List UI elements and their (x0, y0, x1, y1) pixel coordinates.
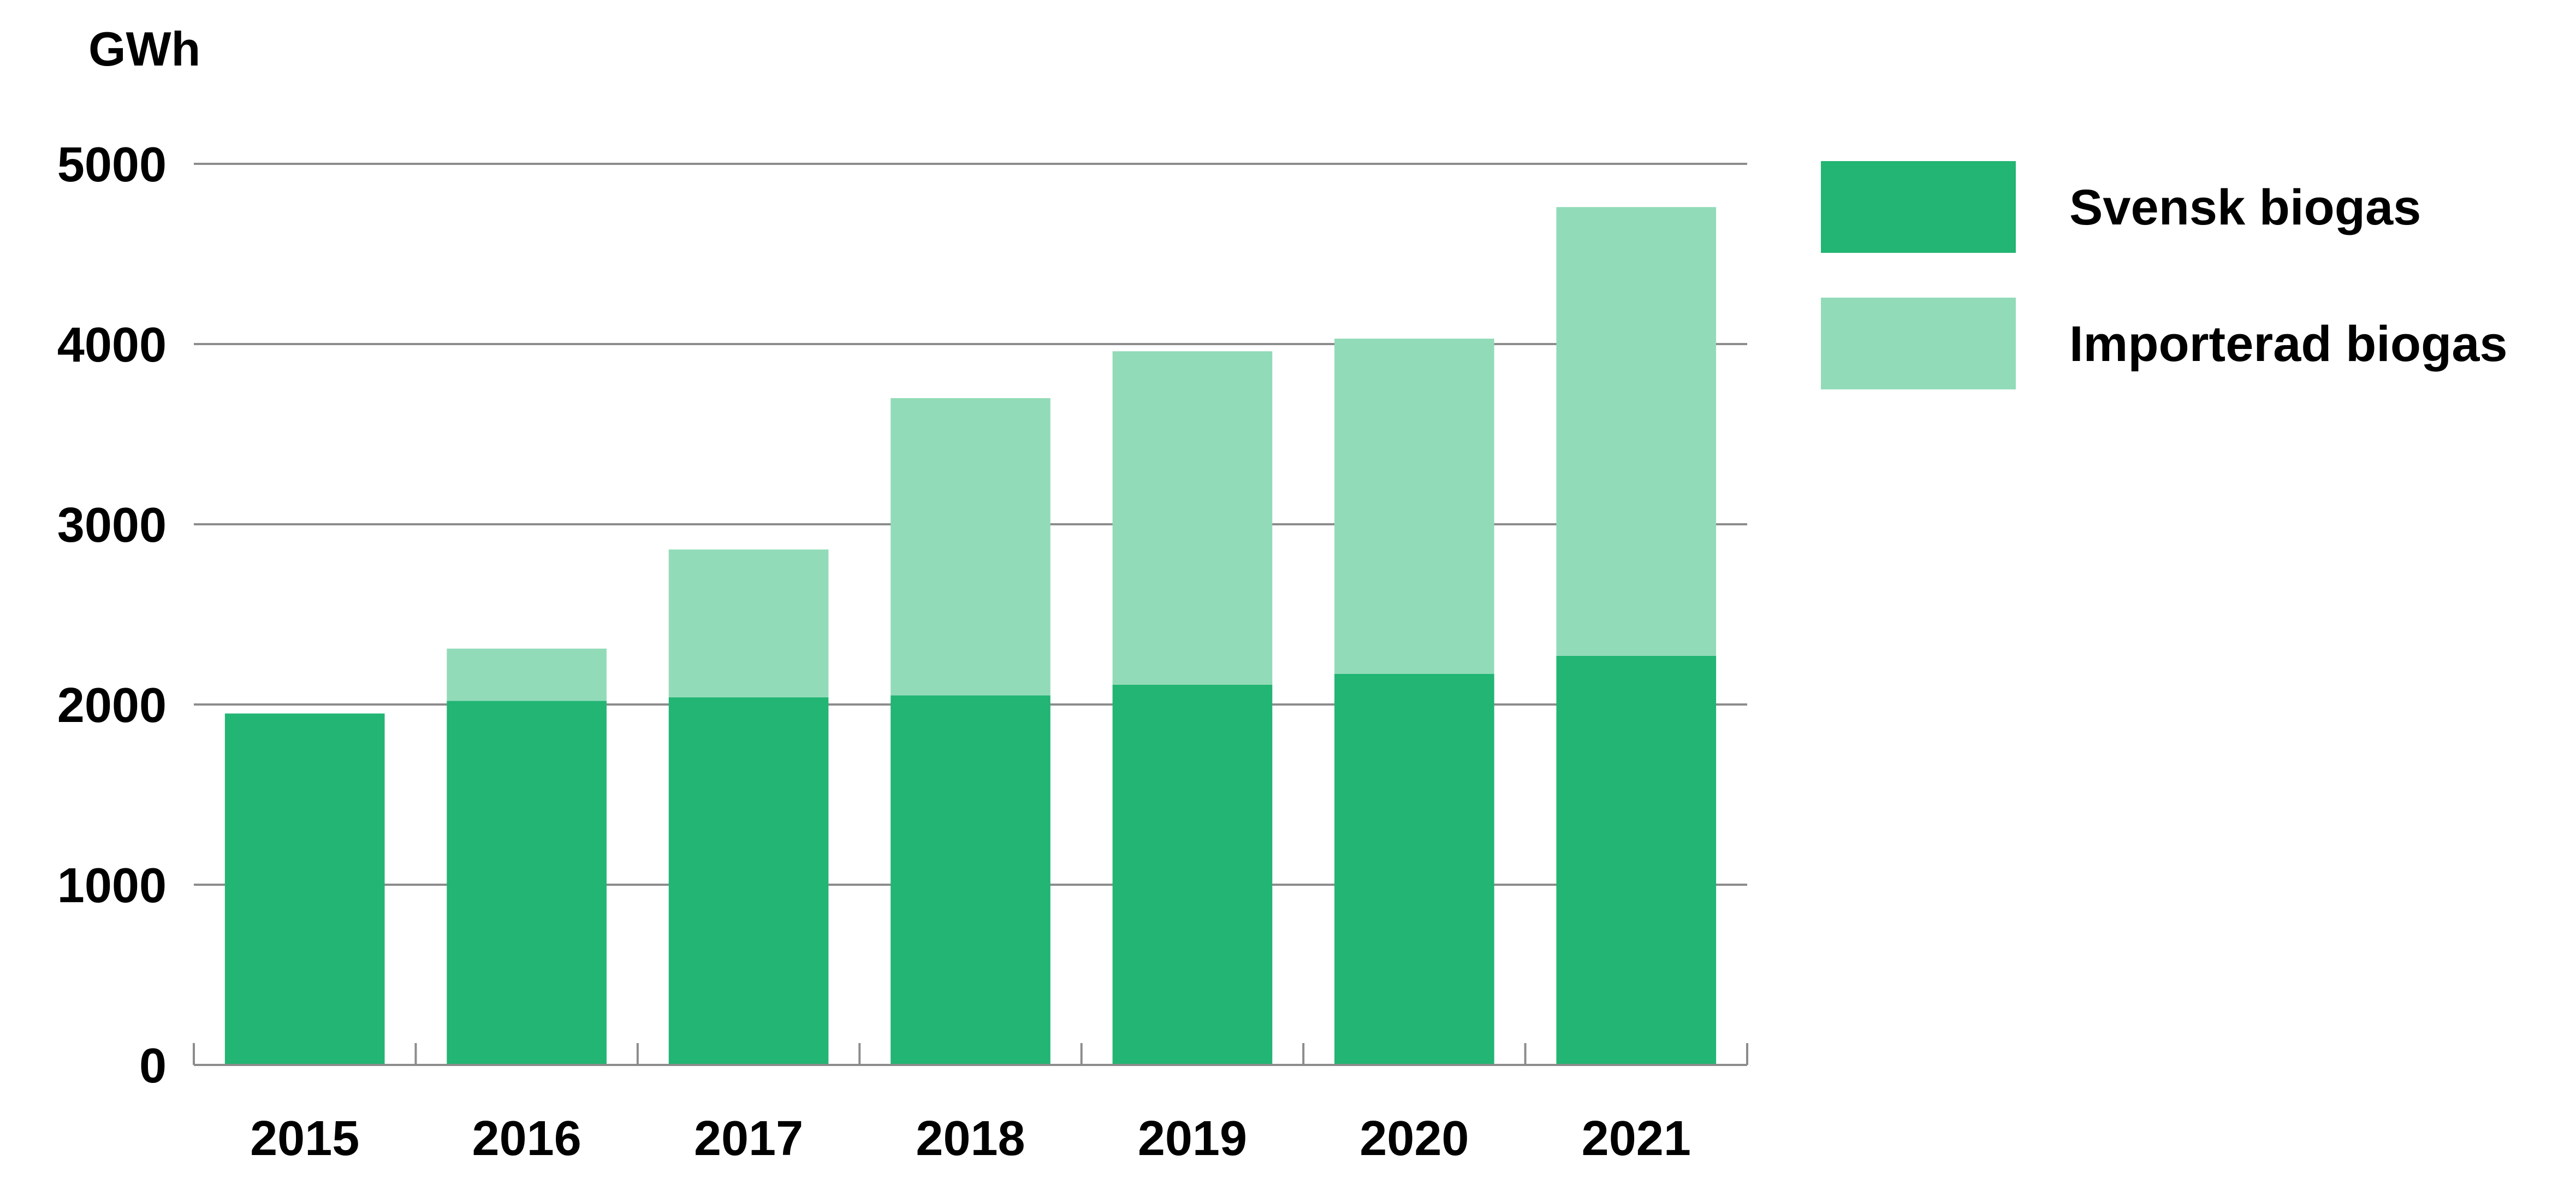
bar-importerad-2018 (891, 398, 1050, 696)
y-axis-unit-label: GWh (88, 22, 200, 76)
bar-importerad-2020 (1334, 339, 1494, 674)
y-tick-label: 4000 (57, 318, 167, 372)
x-tick-label: 2016 (472, 1111, 581, 1166)
x-tick-label: 2017 (694, 1111, 803, 1166)
legend: Svensk biogas Importerad biogas (1821, 161, 2508, 389)
legend-swatch (1821, 298, 2016, 389)
bar-svensk-2019 (1112, 684, 1273, 1065)
bar-svensk-2017 (668, 697, 829, 1065)
legend-swatch (1821, 161, 2016, 253)
bar-importerad-2017 (668, 549, 829, 697)
x-tick-label: 2018 (916, 1111, 1025, 1166)
y-tick-label: 5000 (57, 138, 167, 192)
x-tick-label: 2019 (1138, 1111, 1247, 1166)
x-tick-label: 2015 (250, 1111, 359, 1166)
y-tick-label: 0 (139, 1039, 167, 1093)
axes (193, 1043, 1748, 1066)
bar-svensk-2018 (891, 695, 1050, 1065)
bar-svensk-2020 (1334, 673, 1494, 1065)
y-tick-label: 2000 (57, 678, 167, 733)
legend-label: Svensk biogas (2069, 180, 2421, 235)
bar-svensk-2021 (1556, 655, 1717, 1065)
y-tick-label: 3000 (57, 498, 167, 553)
x-tick-label: 2021 (1582, 1111, 1691, 1166)
bar-svensk-2015 (224, 713, 385, 1065)
legend-label: Importerad biogas (2069, 316, 2508, 372)
bar-svensk-2016 (447, 701, 607, 1065)
y-tick-labels: 0 1000 2000 3000 4000 5000 (57, 138, 167, 1093)
bar-importerad-2019 (1112, 351, 1273, 685)
y-tick-label: 1000 (57, 858, 167, 913)
bar-importerad-2016 (447, 648, 607, 701)
bar-importerad-2021 (1556, 207, 1717, 656)
x-tick-labels: 2015 2016 2017 2018 2019 2020 2021 (250, 1111, 1691, 1166)
x-tick-label: 2020 (1360, 1111, 1469, 1166)
bars (224, 207, 1717, 1065)
